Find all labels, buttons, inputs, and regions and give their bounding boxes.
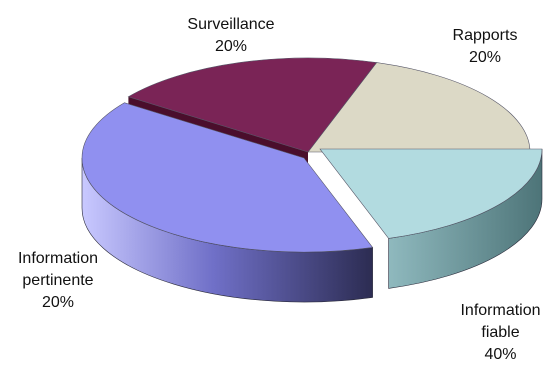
label-pertinente-line1: Information xyxy=(17,250,99,267)
label-surveillance: Surveillance 20% xyxy=(156,14,306,58)
label-surveillance-pct: 20% xyxy=(214,38,248,55)
label-fiable-line1: Information xyxy=(460,302,541,319)
label-pertinente-pct: 20% xyxy=(41,294,75,311)
label-fiable-line2: fiable xyxy=(481,324,520,341)
label-rapports-pct: 20% xyxy=(468,49,502,66)
label-information-fiable: Information fiable 40% xyxy=(448,300,553,367)
slice-top-rapports xyxy=(319,148,543,239)
slice-information-fiable xyxy=(81,102,374,303)
label-pertinente-line2: pertinente xyxy=(22,272,94,289)
label-rapports: Rapports 20% xyxy=(430,25,540,69)
slice-top-information-fiable xyxy=(81,102,374,253)
slice-top-information-pertinente xyxy=(127,57,378,153)
slice-surveillance xyxy=(307,62,531,153)
label-surveillance-name: Surveillance xyxy=(187,16,275,33)
label-information-pertinente: Information pertinente 20% xyxy=(0,248,116,314)
label-rapports-name: Rapports xyxy=(452,27,518,44)
slice-top-surveillance xyxy=(307,62,531,153)
label-fiable-pct: 40% xyxy=(484,346,517,363)
slice-rapports xyxy=(319,148,543,289)
